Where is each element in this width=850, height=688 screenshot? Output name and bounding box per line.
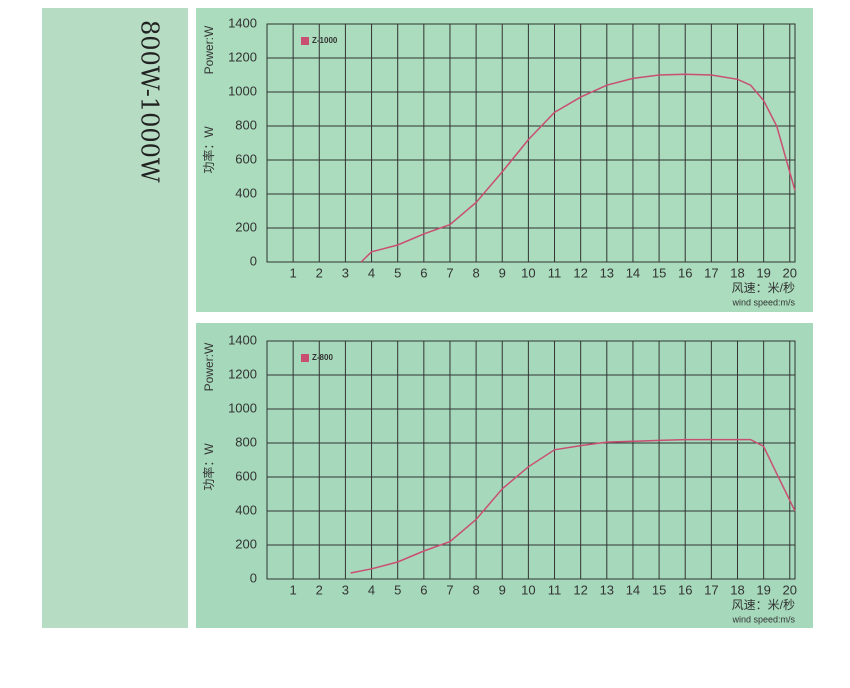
x-tick-label: 20 [783,582,797,597]
y-tick-label: 400 [235,502,257,517]
x-tick-label: 20 [783,265,797,280]
x-axis-label: wind speed:m/s [731,614,795,624]
x-tick-label: 13 [600,582,614,597]
x-tick-label: 2 [316,265,323,280]
y-axis-label: 功率：W [201,126,216,174]
x-tick-label: 4 [368,265,375,280]
y-tick-label: 400 [235,185,257,200]
y-tick-label: 1000 [228,83,257,98]
x-tick-label: 5 [394,265,401,280]
x-tick-label: 18 [730,265,744,280]
y-tick-label: 600 [235,468,257,483]
y-tick-label: 600 [235,151,257,166]
x-tick-label: 1 [290,582,297,597]
x-tick-label: 16 [678,582,692,597]
x-tick-label: 3 [342,582,349,597]
x-tick-label: 17 [704,582,718,597]
y-tick-label: 1400 [228,15,257,30]
legend-swatch [301,37,309,45]
y-tick-label: 200 [235,536,257,551]
x-tick-label: 11 [548,582,562,597]
legend-label: Z-1000 [312,36,338,45]
x-tick-label: 9 [499,265,506,280]
x-tick-label: 3 [342,265,349,280]
x-tick-label: 15 [652,265,666,280]
x-tick-label: 5 [394,582,401,597]
data-line [350,438,796,574]
y-tick-label: 1400 [228,332,257,347]
data-line [360,73,796,263]
y-tick-label: 200 [235,219,257,234]
y-tick-label: 1200 [228,49,257,64]
x-axis-label: wind speed:m/s [731,297,795,307]
x-tick-label: 16 [678,265,692,280]
y-tick-label: 1000 [228,400,257,415]
x-tick-label: 14 [626,582,640,597]
side-label: 800W-1000W [136,20,164,183]
legend-label: Z-800 [312,353,333,362]
x-tick-label: 8 [472,582,479,597]
x-tick-label: 10 [521,265,535,280]
x-tick-label: 12 [573,582,587,597]
x-tick-label: 7 [446,582,453,597]
y-tick-label: 800 [235,434,257,449]
y-tick-label: 1200 [228,366,257,381]
y-tick-label: 0 [250,570,257,585]
y-axis-label: Power:W [202,25,216,74]
x-tick-label: 6 [420,265,427,280]
x-tick-label: 7 [446,265,453,280]
x-tick-label: 9 [499,582,506,597]
x-tick-label: 18 [730,582,744,597]
x-tick-label: 14 [626,265,640,280]
x-axis-label: 风速：米/秒 [732,598,795,612]
y-axis-label: Power:W [202,342,216,391]
x-tick-label: 6 [420,582,427,597]
x-tick-label: 19 [756,265,770,280]
y-tick-label: 800 [235,117,257,132]
x-tick-label: 15 [652,582,666,597]
x-axis-label: 风速：米/秒 [732,281,795,295]
legend-swatch [301,354,309,362]
x-tick-label: 2 [316,582,323,597]
chart-panel [196,323,813,628]
x-tick-label: 13 [600,265,614,280]
x-tick-label: 19 [756,582,770,597]
x-tick-label: 17 [704,265,718,280]
x-tick-label: 12 [573,265,587,280]
x-tick-label: 8 [472,265,479,280]
side-panel [42,8,188,628]
x-tick-label: 1 [290,265,297,280]
x-tick-label: 11 [548,265,562,280]
x-tick-label: 4 [368,582,375,597]
y-tick-label: 0 [250,253,257,268]
y-axis-label: 功率：W [201,443,216,491]
x-tick-label: 10 [521,582,535,597]
